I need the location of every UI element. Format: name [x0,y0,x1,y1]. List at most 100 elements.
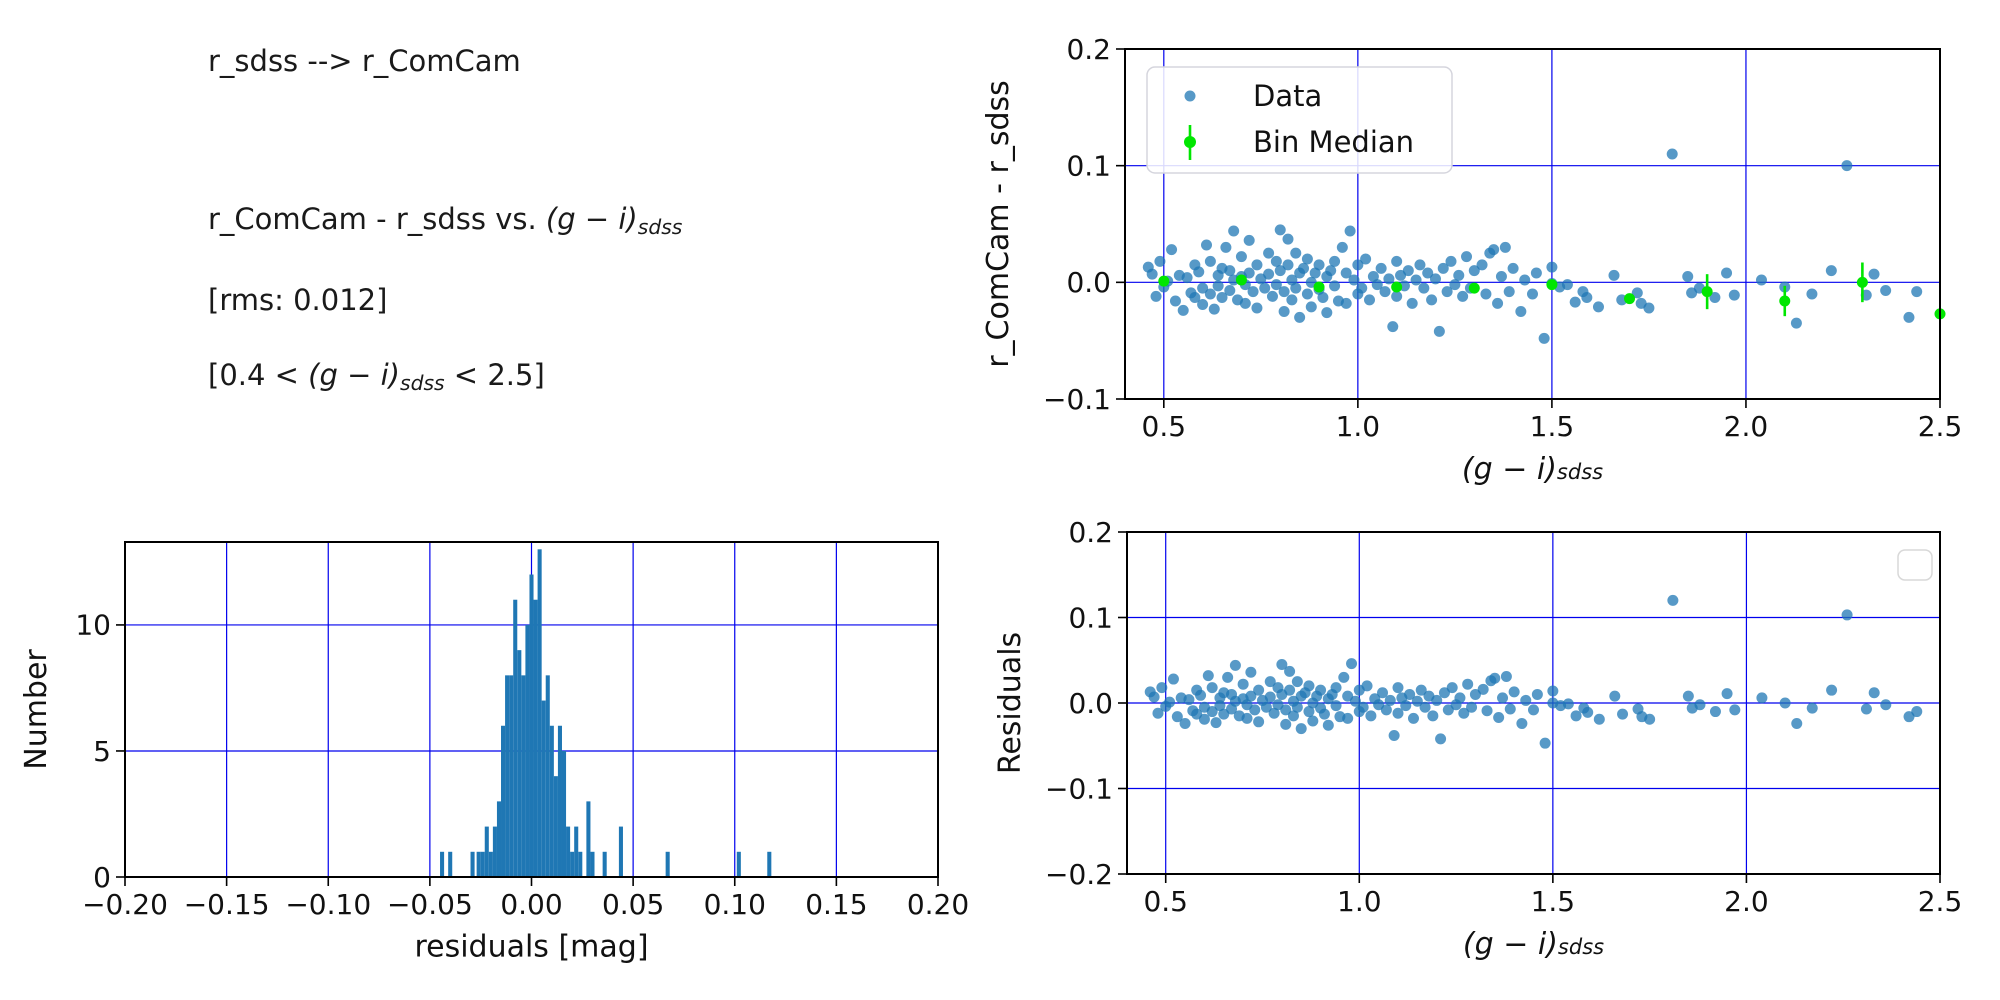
data-point [1249,704,1261,716]
data-point [1488,244,1500,256]
data-point [1301,253,1313,265]
data-point [1253,716,1265,728]
data-point [1298,262,1310,274]
data-point [1361,680,1373,692]
data-point [1499,241,1511,253]
histogram-bar [533,599,538,877]
data-point [1826,684,1838,696]
data-point [1243,234,1255,246]
histogram-bar [736,851,741,877]
y-tick-label: 0.2 [1068,516,1113,549]
histogram-bar [545,675,550,877]
x-tick-label: 2.5 [1918,885,1963,918]
data-point [1284,665,1296,677]
data-point [1458,707,1470,719]
data-point [1457,290,1469,302]
y-tick-label: 0.1 [1068,601,1113,634]
data-point [1477,683,1489,695]
legend: Data Bin Median [1146,66,1453,174]
bin-median-point [1313,281,1325,293]
histogram-bar [470,851,475,877]
data-point [1531,688,1543,700]
comparison-title: r_ComCam - r_sdss vs. (g − i)sdss [208,202,682,239]
data-point [1380,704,1392,716]
data-point [1342,690,1354,702]
y-tick-label: −0.1 [1045,772,1113,805]
mapping-title: r_sdss --> r_ComCam [208,44,521,78]
data-point [1342,712,1354,724]
data-point [1322,719,1334,731]
data-point [1581,292,1593,303]
data-point [1461,251,1473,263]
axes-frame: −0.20 −0.15 −0.10 −0.05 0.00 0.05 0.10 0.15 0.20… [19,541,969,965]
histogram-bar [553,776,558,877]
data-point [1431,694,1443,706]
data-point [1388,729,1400,741]
bin-median-point [1701,286,1713,298]
histogram-bar [492,826,497,877]
data-point [1721,267,1733,279]
histogram-bar [602,851,607,877]
data-point [1318,708,1330,720]
data-point [1260,701,1272,713]
data-point [1229,659,1241,671]
data-point [1441,286,1453,298]
data-point [1307,715,1319,727]
x-tick-label: 0.10 [704,888,766,921]
data-point [1191,708,1203,720]
data-point [1364,294,1375,306]
data-point [1570,710,1582,722]
data-point [1154,255,1166,267]
data-point [1516,718,1528,730]
data-point [1278,286,1290,298]
data-point [1492,297,1504,309]
histogram-bar [496,801,502,877]
data-point [1150,290,1162,302]
data-point [1352,259,1364,271]
data-point [1282,259,1294,271]
histogram-bar [665,851,670,877]
data-point [1270,255,1282,267]
data-point [1561,279,1573,291]
data-point [1433,325,1445,337]
histogram-bars [440,549,772,877]
data-point [1247,286,1259,298]
color-range-note-segment: (g − i) [308,358,401,392]
data-point [1569,296,1581,308]
data-point [1206,706,1218,718]
data-point [1476,259,1488,271]
histogram-bar [541,700,546,877]
data-point [1365,710,1377,722]
data-point [1214,700,1226,712]
x-axis-label: (g − i)sdss [1462,452,1603,487]
color-range-note-segment: [0.4 < [208,358,309,392]
histogram-bar [529,574,534,877]
data-point [1301,288,1313,300]
data-point [1756,692,1768,704]
histogram-bar [767,851,772,877]
data-point [1446,682,1458,694]
data-point [1392,707,1404,719]
data-point [1195,689,1207,701]
data-point [1237,678,1249,690]
data-point [1903,711,1915,723]
data-point [1268,707,1280,719]
histogram-bar [513,599,518,877]
x-tick-label: 2.0 [1724,410,1769,443]
bin-median-point [1391,281,1403,293]
data-point [1346,658,1358,670]
axes-frame: 0.5 1.0 1.5 2.0 2.5 −0.2 −0.1 0.0 0.1 0.2 (g − i)s… [993,516,1962,962]
data-point [1508,686,1520,698]
x-tick-label: 1.0 [1337,885,1382,918]
data-point [1480,288,1492,300]
x-tick-label: −0.05 [387,888,473,921]
data-point [1315,684,1327,696]
data-point [1404,688,1416,700]
data-point [1391,290,1403,302]
data-point [1539,737,1551,749]
data-point [1290,282,1302,294]
empty-legend-box [1897,549,1933,581]
histogram-bar [440,851,445,877]
data-point [1779,697,1791,709]
